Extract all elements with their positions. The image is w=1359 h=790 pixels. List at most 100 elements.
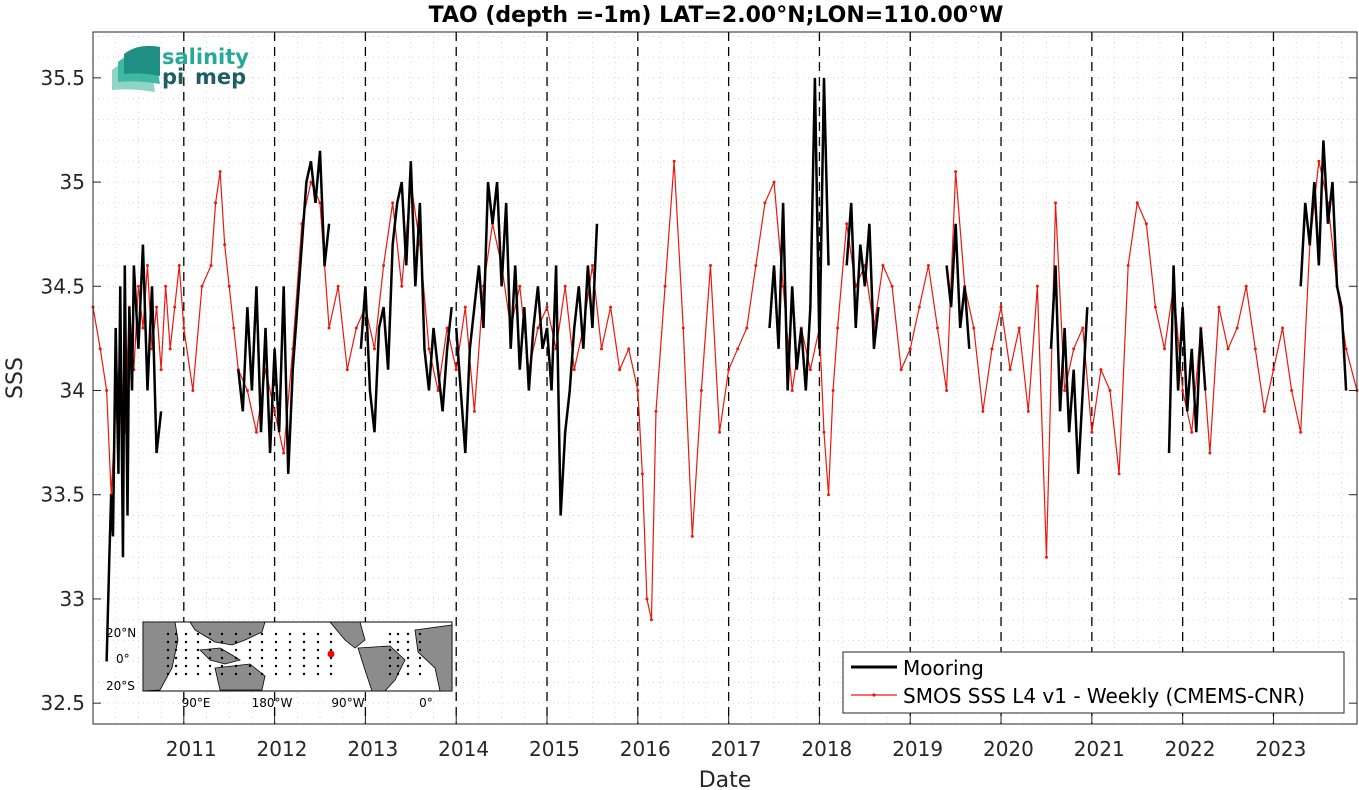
smos-point (345, 368, 349, 372)
inset-dot (396, 632, 400, 636)
inset-dot (396, 640, 400, 644)
smos-point (164, 284, 168, 288)
inset-dot (234, 656, 238, 660)
smos-point (609, 305, 613, 309)
inset-dot (406, 672, 410, 676)
mooring-segment-5 (845, 202, 880, 349)
logo-text-mep: mep (195, 65, 246, 89)
y-tick-label: 35.5 (40, 66, 85, 90)
inset-dot (302, 648, 306, 652)
inset-dot (418, 648, 422, 652)
inset-dot (184, 672, 188, 676)
smos-point (763, 201, 767, 205)
inset-dot (220, 664, 224, 668)
smos-point (1108, 389, 1112, 393)
inset-dot (274, 672, 278, 676)
smos-point (649, 618, 653, 622)
inset-dot (220, 640, 224, 644)
mooring-segment-1 (237, 150, 331, 474)
series-smos (91, 159, 1359, 622)
smos-point (954, 170, 958, 174)
inset-dot (166, 632, 170, 636)
smos-point (391, 201, 395, 205)
smos-point (1026, 409, 1030, 413)
plot-border (92, 31, 1358, 725)
inset-dot (166, 648, 170, 652)
inset-dot (260, 632, 264, 636)
smos-point (218, 170, 222, 174)
inset-land-asia (189, 621, 266, 646)
smos-point (545, 305, 549, 309)
inset-dot (406, 664, 410, 668)
smos-point (908, 347, 912, 351)
smos-point (336, 284, 340, 288)
inset-dot (302, 632, 306, 636)
smos-point (1072, 347, 1076, 351)
smos-point (200, 284, 204, 288)
inset-dot (248, 632, 252, 636)
inset-dot (174, 632, 178, 636)
smos-point (808, 368, 812, 372)
inset-dot (274, 640, 278, 644)
inset-land-central-america (329, 621, 366, 649)
inset-dot (260, 648, 264, 652)
smos-point (699, 389, 703, 393)
x-ticks: 2011 2012 2013 2014 2015 2016 2017 2018 2019 2020… (166, 716, 1306, 761)
inset-dot (248, 640, 252, 644)
inset-dot (196, 640, 200, 644)
inset-dot (396, 664, 400, 668)
smos-point (600, 347, 604, 351)
inset-dot (316, 672, 320, 676)
x-tick-label: 2017 (711, 737, 762, 761)
smos-point (273, 409, 277, 413)
inset-dot (234, 648, 238, 652)
inset-dot (234, 672, 238, 676)
logo-text-salinity: salinity (162, 45, 249, 69)
smos-point (155, 305, 159, 309)
inset-dot (329, 640, 333, 644)
inset-dot (174, 672, 178, 676)
inset-dot (418, 640, 422, 644)
smos-point (790, 389, 794, 393)
inset-mooring-dots (166, 632, 422, 676)
inset-dot (316, 648, 320, 652)
inset-dot (418, 664, 422, 668)
smos-point (1317, 159, 1321, 163)
inset-dot (316, 640, 320, 644)
y-ticks: 32.5 33 33.5 34 34.5 35 35.5 (40, 66, 1357, 715)
y-axis-label: SSS (3, 357, 28, 399)
smos-point (663, 284, 667, 288)
inset-dot (274, 632, 278, 636)
inset-dot (406, 648, 410, 652)
smos-point (463, 305, 467, 309)
inset-dot (196, 672, 200, 676)
smos-point (745, 326, 749, 330)
smos-point (254, 430, 258, 434)
smos-point (1190, 430, 1194, 434)
smos-point (98, 347, 102, 351)
smos-point (590, 263, 594, 267)
inset-dot (196, 656, 200, 660)
inset-dot (184, 632, 188, 636)
smos-point (173, 305, 177, 309)
smos-point (1290, 389, 1294, 393)
smos-point (1144, 222, 1148, 226)
inset-dot (396, 672, 400, 676)
smos-point (400, 284, 404, 288)
inset-dot (208, 656, 212, 660)
smos-point (141, 326, 145, 330)
inset-dot (388, 672, 392, 676)
inset-lon-90w: 90°W (331, 696, 364, 710)
smos-point (690, 534, 694, 538)
legend-label-mooring: Mooring (903, 656, 984, 680)
x-tick-label: 2023 (1255, 737, 1306, 761)
inset-dot (302, 640, 306, 644)
smos-point (636, 389, 640, 393)
inset-lon-90e: 90°E (182, 696, 211, 710)
smos-point (327, 326, 331, 330)
inset-dot (248, 664, 252, 668)
smos-point (627, 347, 631, 351)
smos-point (727, 368, 731, 372)
inset-dot (406, 632, 410, 636)
